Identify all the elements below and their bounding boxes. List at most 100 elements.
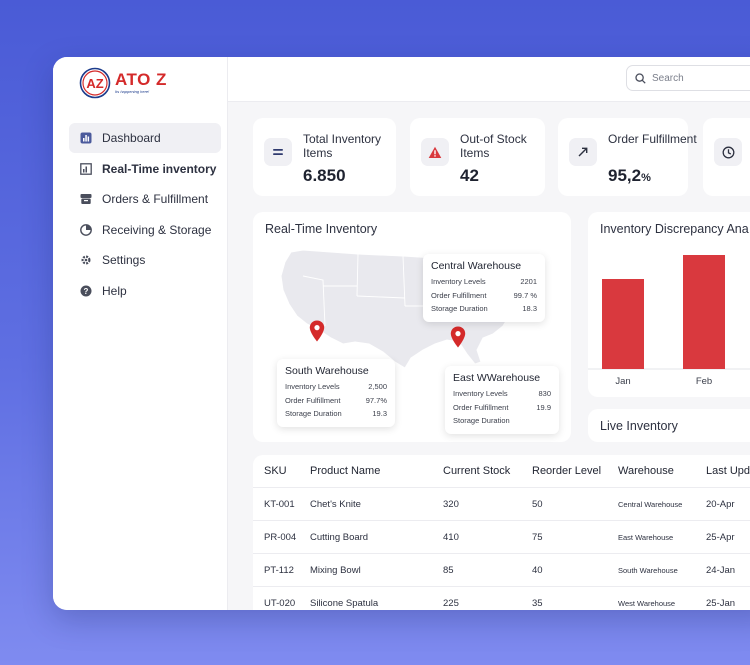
chart-title: Inventory Discrepancy Ana: [600, 222, 749, 236]
stat-label: Inventory Levels: [285, 382, 340, 391]
help-icon: ?: [79, 284, 93, 298]
stat-label: Storage Duration: [285, 409, 342, 418]
cell-sku: PR-004: [264, 531, 297, 543]
column-header-product[interactable]: Product Name: [310, 465, 381, 477]
clock-icon: [714, 138, 742, 166]
brand-tagline: Its happening here!: [115, 89, 150, 94]
warehouse-stat-row: Inventory Levels 2,500: [285, 380, 387, 394]
cell-sku: KT-001: [264, 498, 295, 510]
cell-last-updated: 25-Apr: [706, 531, 735, 543]
sidebar-item-label: Real-Time inventory: [102, 161, 217, 176]
brand-name: ATO Z: [115, 70, 167, 89]
stat-value: 18.3: [522, 304, 537, 313]
sidebar: AZ ATO Z Its happening here! Dashboard R…: [53, 57, 228, 610]
location-pin-icon[interactable]: [309, 320, 325, 342]
sidebar-item-orders[interactable]: Orders & Fulfillment: [69, 184, 221, 214]
inventory-discrepancy-card: Inventory Discrepancy Ana Jan Feb: [588, 212, 750, 397]
equals-icon: [264, 138, 292, 166]
bar-feb[interactable]: [683, 255, 725, 369]
cell-warehouse: Central Warehouse: [618, 499, 683, 509]
warehouse-stat-row: Order Fulfillment 19.9: [453, 401, 551, 415]
stat-value: 97.7%: [365, 395, 387, 405]
search-input[interactable]: [652, 72, 750, 84]
table-row[interactable]: PR-004 Cutting Board 410 75 East Warehou…: [253, 521, 750, 554]
search-box[interactable]: [626, 65, 750, 91]
warehouse-name: Central Warehouse: [431, 260, 522, 272]
column-header-last-updated[interactable]: Last Upd: [706, 465, 750, 477]
x-tick-label: Feb: [696, 376, 712, 387]
stat-label: Storage Duration: [431, 304, 488, 313]
sidebar-item-realtime-inventory[interactable]: Real-Time inventory: [69, 154, 221, 184]
sidebar-item-receiving[interactable]: Receiving & Storage: [69, 215, 221, 245]
cell-product: Silicone Spatula: [310, 598, 379, 609]
brand-logo[interactable]: AZ ATO Z Its happening here!: [79, 67, 199, 101]
warehouse-stat-row: Storage Duration 19.3: [285, 407, 387, 421]
cell-stock: 410: [443, 531, 459, 543]
stat-value: 6.850: [303, 166, 346, 185]
stat-card-storage-time[interactable]: [703, 118, 750, 196]
table-row[interactable]: UT-020 Silicone Spatula 225 35 West Ware…: [253, 587, 750, 610]
stat-label: Inventory Levels: [431, 277, 486, 286]
stat-card-order-fulfillment[interactable]: Order Fulfillment 95,2%: [558, 118, 697, 196]
cell-stock: 320: [443, 498, 459, 510]
x-tick-label: Jan: [615, 376, 630, 387]
cell-sku: PT-112: [264, 564, 294, 576]
cell-warehouse: South Warehouse: [618, 565, 678, 575]
trend-up-icon: [569, 138, 597, 166]
stat-label: Order Fulfillment: [453, 402, 509, 412]
app-window: AZ ATO Z Its happening here! Dashboard R…: [53, 57, 750, 610]
table-row[interactable]: KT-001 Chet's Knite 320 50 Central Wareh…: [253, 488, 750, 521]
location-pin-icon[interactable]: [450, 326, 466, 348]
warehouse-name: East WWarehouse: [453, 372, 541, 384]
stat-value: 830: [538, 389, 551, 398]
sidebar-item-dashboard[interactable]: Dashboard: [69, 123, 221, 153]
sidebar-item-settings[interactable]: Settings: [69, 245, 221, 275]
stat-label: Order Fulfillment: [608, 132, 697, 146]
stat-label: Order Fulfillment: [431, 290, 487, 300]
box-icon: [79, 192, 93, 206]
stat-value: 19.3: [372, 409, 387, 418]
stat-value: 2,500: [368, 382, 387, 391]
stat-label: Order Fulfillment: [285, 395, 341, 405]
svg-text:?: ?: [84, 287, 89, 296]
column-header-stock[interactable]: Current Stock: [443, 465, 511, 477]
bar-jan[interactable]: [602, 279, 644, 369]
logo-mark-icon: AZ: [79, 67, 111, 99]
pie-icon: [79, 223, 93, 237]
cell-reorder: 40: [532, 564, 543, 576]
warehouse-stat-row: Storage Duration 18.3: [431, 302, 537, 316]
warning-icon: [421, 138, 449, 166]
stat-value: 2201: [520, 277, 537, 286]
sidebar-item-help[interactable]: ? Help: [69, 276, 221, 306]
top-bar: [228, 57, 750, 102]
warehouse-name: South Warehouse: [285, 365, 369, 377]
stat-card-out-of-stock[interactable]: Out-of Stock Items 42: [410, 118, 545, 196]
column-header-sku[interactable]: SKU: [264, 465, 287, 477]
stat-value: 42: [460, 166, 479, 185]
sidebar-item-label: Receiving & Storage: [102, 222, 212, 237]
warehouse-tooltip-east[interactable]: East WWarehouse Inventory Levels 830 Orde…: [445, 366, 559, 434]
column-header-warehouse[interactable]: Warehouse: [618, 465, 674, 477]
warehouse-stat-row: Inventory Levels 830: [453, 387, 551, 401]
table-header-row: SKU Product Name Current Stock Reorder L…: [253, 455, 750, 488]
warehouse-tooltip-central[interactable]: Central Warehouse Inventory Levels 2201 O…: [423, 254, 545, 322]
search-icon: [635, 72, 646, 84]
warehouse-stat-row: Order Fulfillment 99.7 %: [431, 289, 537, 303]
cell-product: Chet's Knite: [310, 498, 361, 510]
cell-last-updated: 20-Apr: [706, 498, 735, 510]
stat-card-total-inventory[interactable]: Total Inventory Items 6.850: [253, 118, 396, 196]
stat-label: Out-of Stock Items: [460, 132, 527, 160]
stat-label: Total Inventory Items: [303, 132, 382, 160]
warehouse-tooltip-south[interactable]: South Warehouse Inventory Levels 2,500 Or…: [277, 359, 395, 427]
sidebar-item-label: Settings: [102, 253, 146, 267]
cell-sku: UT-020: [264, 598, 296, 609]
stat-value: 99.7 %: [513, 290, 537, 300]
warehouse-stat-row: Storage Duration: [453, 414, 551, 428]
live-inventory-card: Live Inventory: [588, 409, 750, 442]
table-row[interactable]: PT-112 Mixing Bowl 85 40 South Warehouse…: [253, 554, 750, 587]
cell-product: Cutting Board: [310, 531, 369, 543]
stat-value: 19.9: [536, 402, 551, 412]
cell-warehouse: East Warehouse: [618, 532, 674, 542]
column-header-reorder[interactable]: Reorder Level: [532, 465, 602, 477]
card-title: Live Inventory: [600, 419, 678, 433]
